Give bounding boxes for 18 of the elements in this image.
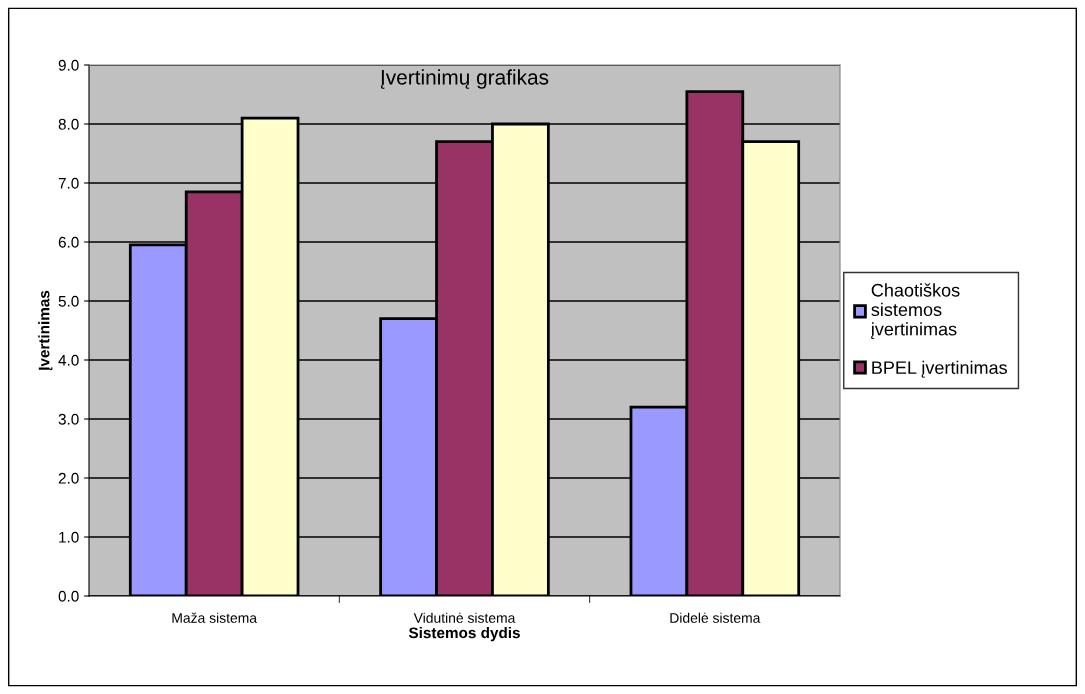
y-tick-label: 6.0 [58,236,79,248]
y-tick-label: 2.0 [58,472,79,484]
y-tick-label: 7.0 [58,177,79,189]
x-tick-label: Maža sistema [172,612,257,623]
chart-title: Įvertinimų grafikas [380,69,549,89]
legend-label: BPEL įvertinimas [872,360,1007,378]
y-tick-label: 9.0 [58,59,79,71]
legend-label: Chaotiškos sistemos įvertinimas [871,283,960,340]
y-tick-label: 5.0 [58,295,79,307]
x-axis-title: Sistemos dydis [408,627,520,642]
x-tick-label: Didelė sistema [670,612,761,623]
y-axis-title: Įvertinimas [38,290,53,371]
y-tick-label: 1.0 [59,531,79,543]
y-tick-label: 8.0 [58,118,79,130]
y-tick-label: 0.0 [58,590,79,602]
y-tick-label: 3.0 [58,413,79,425]
x-tick-label: Vidutinė sistema [413,612,516,623]
y-tick-label: 4.0 [58,354,79,366]
